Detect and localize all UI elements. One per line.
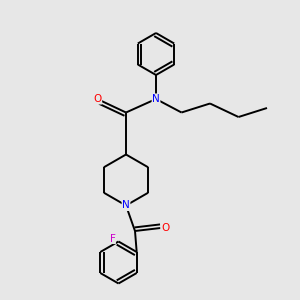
Text: F: F	[110, 233, 116, 244]
Text: N: N	[152, 94, 160, 104]
Text: N: N	[122, 200, 130, 211]
Text: O: O	[93, 94, 102, 104]
Text: O: O	[161, 223, 169, 233]
